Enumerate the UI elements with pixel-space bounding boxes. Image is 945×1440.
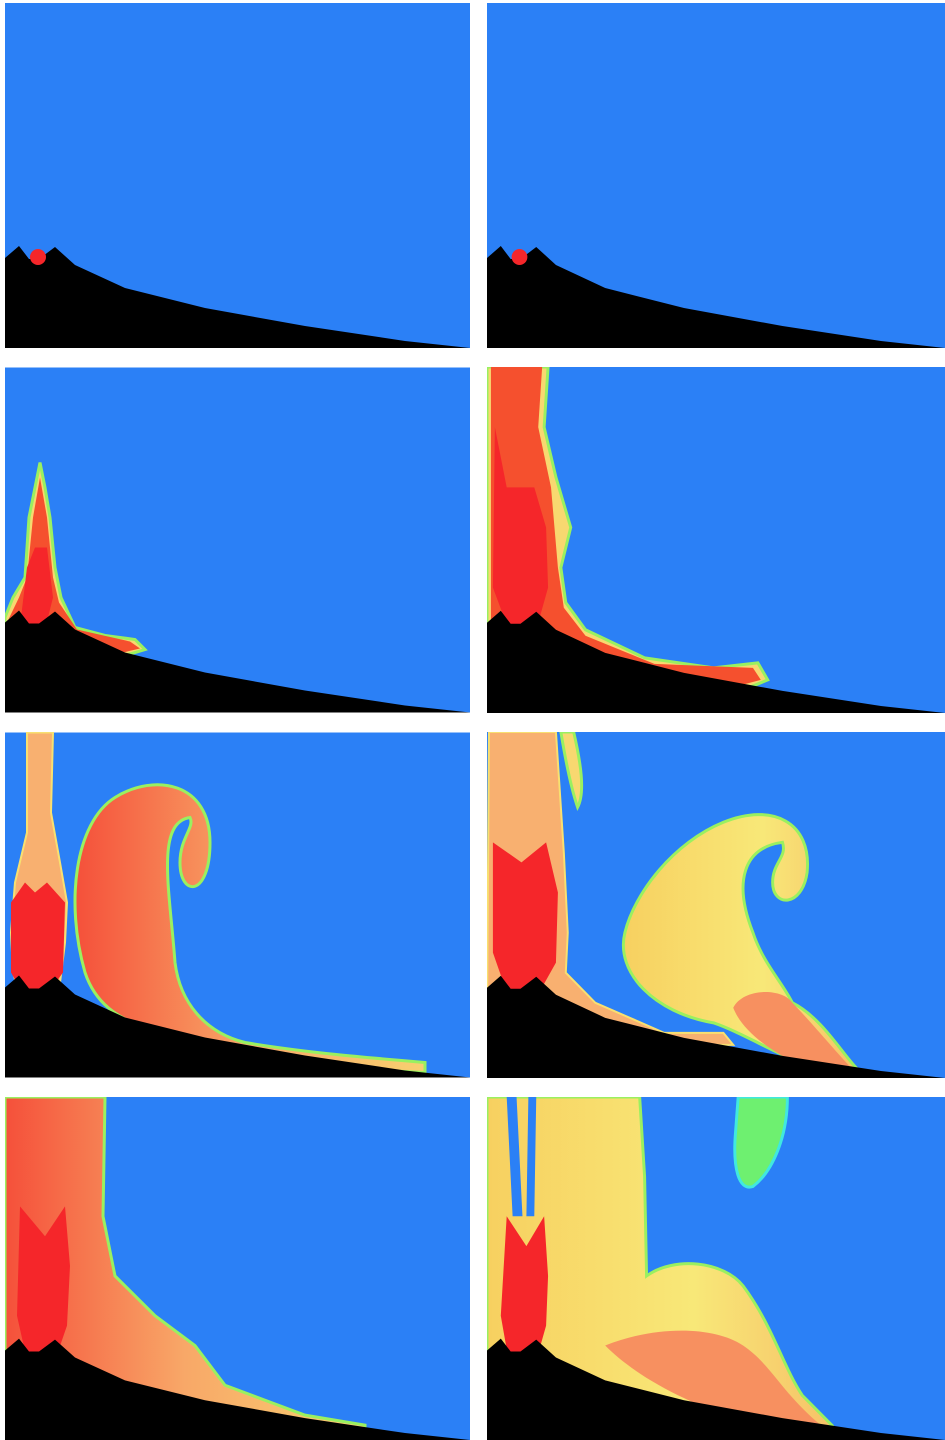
panel [487, 1097, 945, 1440]
page-body: (() => { const data = JSON.parse(documen… [0, 0, 945, 1440]
plume-core [493, 842, 558, 997]
panel [487, 732, 945, 1078]
panel [5, 3, 470, 348]
panel [487, 3, 945, 348]
panel [5, 1097, 470, 1440]
panel [5, 733, 470, 1078]
panel [5, 368, 470, 713]
figure [0, 0, 945, 1440]
vent [30, 249, 46, 265]
vent [512, 249, 528, 265]
page: {} html, body { margin: 0; padding: 0; b… [0, 0, 945, 1440]
panel [487, 367, 945, 713]
